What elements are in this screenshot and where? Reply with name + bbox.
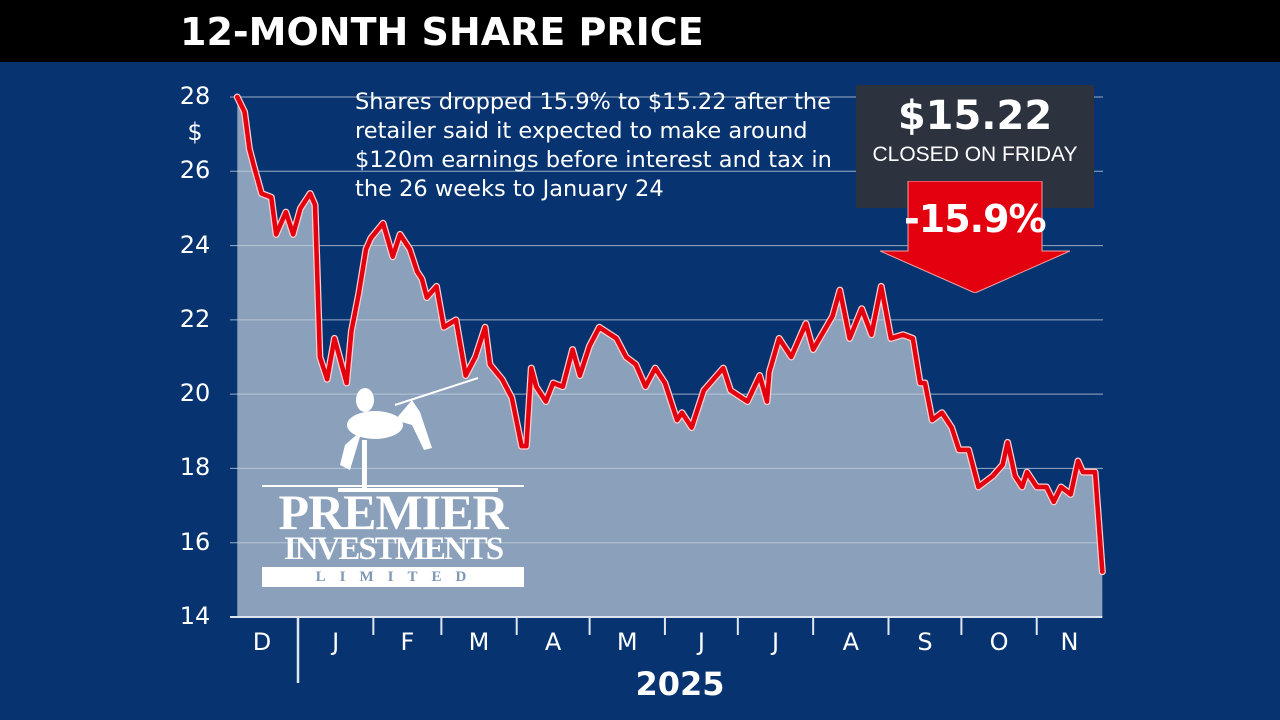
x-tick-label: A (544, 628, 562, 656)
chart-title: 12-MONTH SHARE PRICE (180, 10, 704, 54)
annotation-text: Shares dropped 15.9% to $15.22 after the… (355, 89, 832, 202)
y-tick-label: 18 (179, 453, 211, 482)
x-tick-label: O (989, 628, 1009, 656)
y-tick-label: 26 (179, 156, 211, 185)
percent-change: -15.9% (904, 197, 1047, 241)
title-bar: 12-MONTH SHARE PRICE (0, 0, 1280, 62)
y-tick-label: 16 (179, 527, 211, 556)
x-tick-label: J (771, 628, 780, 656)
x-tick-label: N (1060, 628, 1079, 656)
logo-line-1: PREMIER (262, 485, 524, 537)
x-tick-label: A (842, 628, 860, 656)
y-axis-unit: $ (187, 118, 203, 146)
price-area (237, 97, 1103, 617)
lance-icon (394, 377, 479, 406)
y-tick-label: 28 (179, 82, 211, 110)
company-logo: PREMIER INVESTMENTS LIMITED (262, 485, 524, 587)
logo-line-2: INVESTMENTS (283, 531, 504, 567)
x-tick-label: D (252, 628, 272, 656)
price-line (235, 94, 1105, 574)
x-tick-label: J (332, 628, 340, 656)
y-tick-label: 14 (179, 602, 211, 630)
closing-caption: CLOSED ON FRIDAY (872, 143, 1078, 166)
y-tick-label: 22 (179, 304, 211, 333)
x-tick-label: J (697, 628, 705, 656)
y-tick-label: 24 (179, 230, 211, 259)
closing-price: $15.22 (897, 93, 1053, 139)
x-tick-label: S (917, 628, 933, 656)
y-tick-label: 20 (179, 379, 211, 408)
logo-line-3: LIMITED (262, 567, 524, 587)
horse-emblem-icon (338, 388, 498, 492)
x-tick-label: F (400, 628, 415, 656)
x-tick-label: M (468, 628, 490, 656)
x-axis-year: 2025 (635, 665, 725, 703)
x-tick-label: M (616, 628, 638, 656)
down-arrow-icon (880, 181, 1070, 293)
